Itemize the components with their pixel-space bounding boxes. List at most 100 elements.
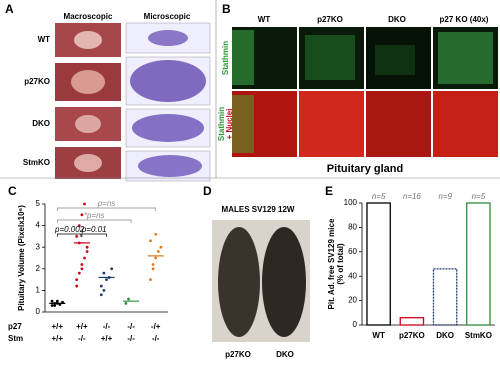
label: p27KO — [225, 350, 251, 359]
col-header: p27KO — [317, 15, 343, 24]
row-label: DKO — [32, 119, 50, 128]
col-header: DKO — [388, 15, 406, 24]
point — [50, 304, 54, 307]
col-header: Microscopic — [144, 12, 191, 21]
y-tick-label: 100 — [344, 198, 358, 207]
y-axis-label: (% of total) — [336, 243, 345, 285]
row-label: WT — [38, 35, 51, 44]
panel-label: E — [325, 184, 333, 198]
bracket — [81, 233, 107, 237]
point — [102, 271, 106, 275]
x-tick-label: p27KO — [399, 331, 425, 340]
point — [151, 263, 155, 266]
row-label: StmKO — [23, 158, 50, 167]
bracket — [56, 207, 157, 211]
point — [77, 224, 81, 228]
point — [80, 267, 84, 271]
point — [80, 263, 84, 266]
annotation: p=ns — [97, 199, 116, 208]
point — [99, 284, 103, 288]
point — [110, 267, 114, 271]
y-tick-label: 3 — [36, 242, 41, 251]
label: DKO — [276, 350, 294, 359]
y-tick-label: 0 — [36, 307, 41, 316]
row-label: + Nuclei — [225, 109, 234, 140]
point — [149, 278, 152, 281]
bracket — [56, 219, 132, 223]
genotype: +/+ — [52, 322, 64, 331]
panel-label: C — [8, 184, 17, 198]
point — [55, 299, 59, 303]
y-tick-label: 80 — [348, 223, 357, 232]
n-label: n=5 — [372, 192, 386, 201]
annotation: p=0.002 — [54, 225, 85, 234]
x-tick-label: WT — [372, 331, 385, 340]
bar — [432, 268, 458, 326]
row-label: Stathmin — [217, 107, 226, 141]
point — [75, 235, 79, 238]
row-label: Stathmin — [221, 41, 230, 75]
bar — [399, 317, 425, 326]
x-tick-label: DKO — [436, 331, 454, 340]
row-name: p27 — [8, 322, 22, 331]
genotype: +/+ — [76, 322, 88, 331]
panel-label: A — [5, 2, 14, 16]
y-tick-label: 2 — [36, 264, 41, 273]
genotype: +/+ — [52, 334, 64, 343]
point — [99, 293, 103, 297]
y-tick-label: 1 — [36, 286, 41, 295]
point — [127, 297, 130, 301]
bar — [366, 202, 391, 326]
y-tick-label: 5 — [36, 199, 41, 208]
point — [102, 289, 106, 292]
annotation: p=0.01 — [81, 225, 107, 234]
n-label: n=9 — [438, 192, 452, 201]
row-label: p27KO — [24, 77, 50, 86]
point — [75, 278, 79, 281]
point — [154, 232, 158, 236]
col-header: WT — [258, 15, 271, 24]
mice-photo — [212, 220, 310, 342]
micrographs — [232, 27, 498, 157]
title: MALES SV129 12W — [222, 205, 295, 214]
point — [77, 271, 81, 275]
genotype: -/- — [78, 334, 86, 343]
point — [154, 256, 158, 260]
bar — [466, 202, 491, 326]
y-tick-label: 20 — [348, 296, 357, 305]
genotype: -/- — [152, 334, 160, 343]
n-label: n=5 — [472, 192, 486, 201]
col-header: p27 KO (40x) — [440, 15, 489, 24]
genotype: -/+ — [151, 322, 161, 331]
genotype: +/+ — [101, 334, 113, 343]
genotype: -/- — [127, 322, 135, 331]
col-header: Macroscopic — [64, 12, 113, 21]
y-axis-label: Pituitary Volume (Pixelx10⁶) — [17, 205, 26, 311]
caption: Pituitary gland — [327, 163, 403, 175]
y-tick-label: 60 — [348, 247, 357, 256]
point — [151, 267, 155, 271]
y-tick-label: 0 — [353, 320, 358, 329]
genotype: -/- — [127, 334, 135, 343]
x-tick-label: StmKO — [465, 331, 492, 340]
y-tick-label: 40 — [348, 271, 357, 280]
panel-label: B — [222, 2, 231, 16]
y-tick-label: 4 — [36, 221, 41, 230]
point — [124, 301, 128, 305]
y-axis-label: Pit. Ad. free SV129 mice — [327, 218, 336, 309]
annotation: *p=ns — [84, 211, 105, 220]
photos — [55, 22, 211, 182]
point — [149, 239, 152, 243]
point — [105, 278, 108, 281]
point — [53, 304, 57, 307]
point — [85, 245, 89, 249]
point — [80, 213, 84, 217]
bracket — [56, 233, 82, 237]
point — [75, 284, 79, 288]
genotype: -/- — [103, 322, 111, 331]
panel-label: D — [203, 184, 212, 198]
point — [83, 256, 86, 260]
row-name: Stm — [8, 334, 23, 343]
point — [159, 245, 163, 249]
